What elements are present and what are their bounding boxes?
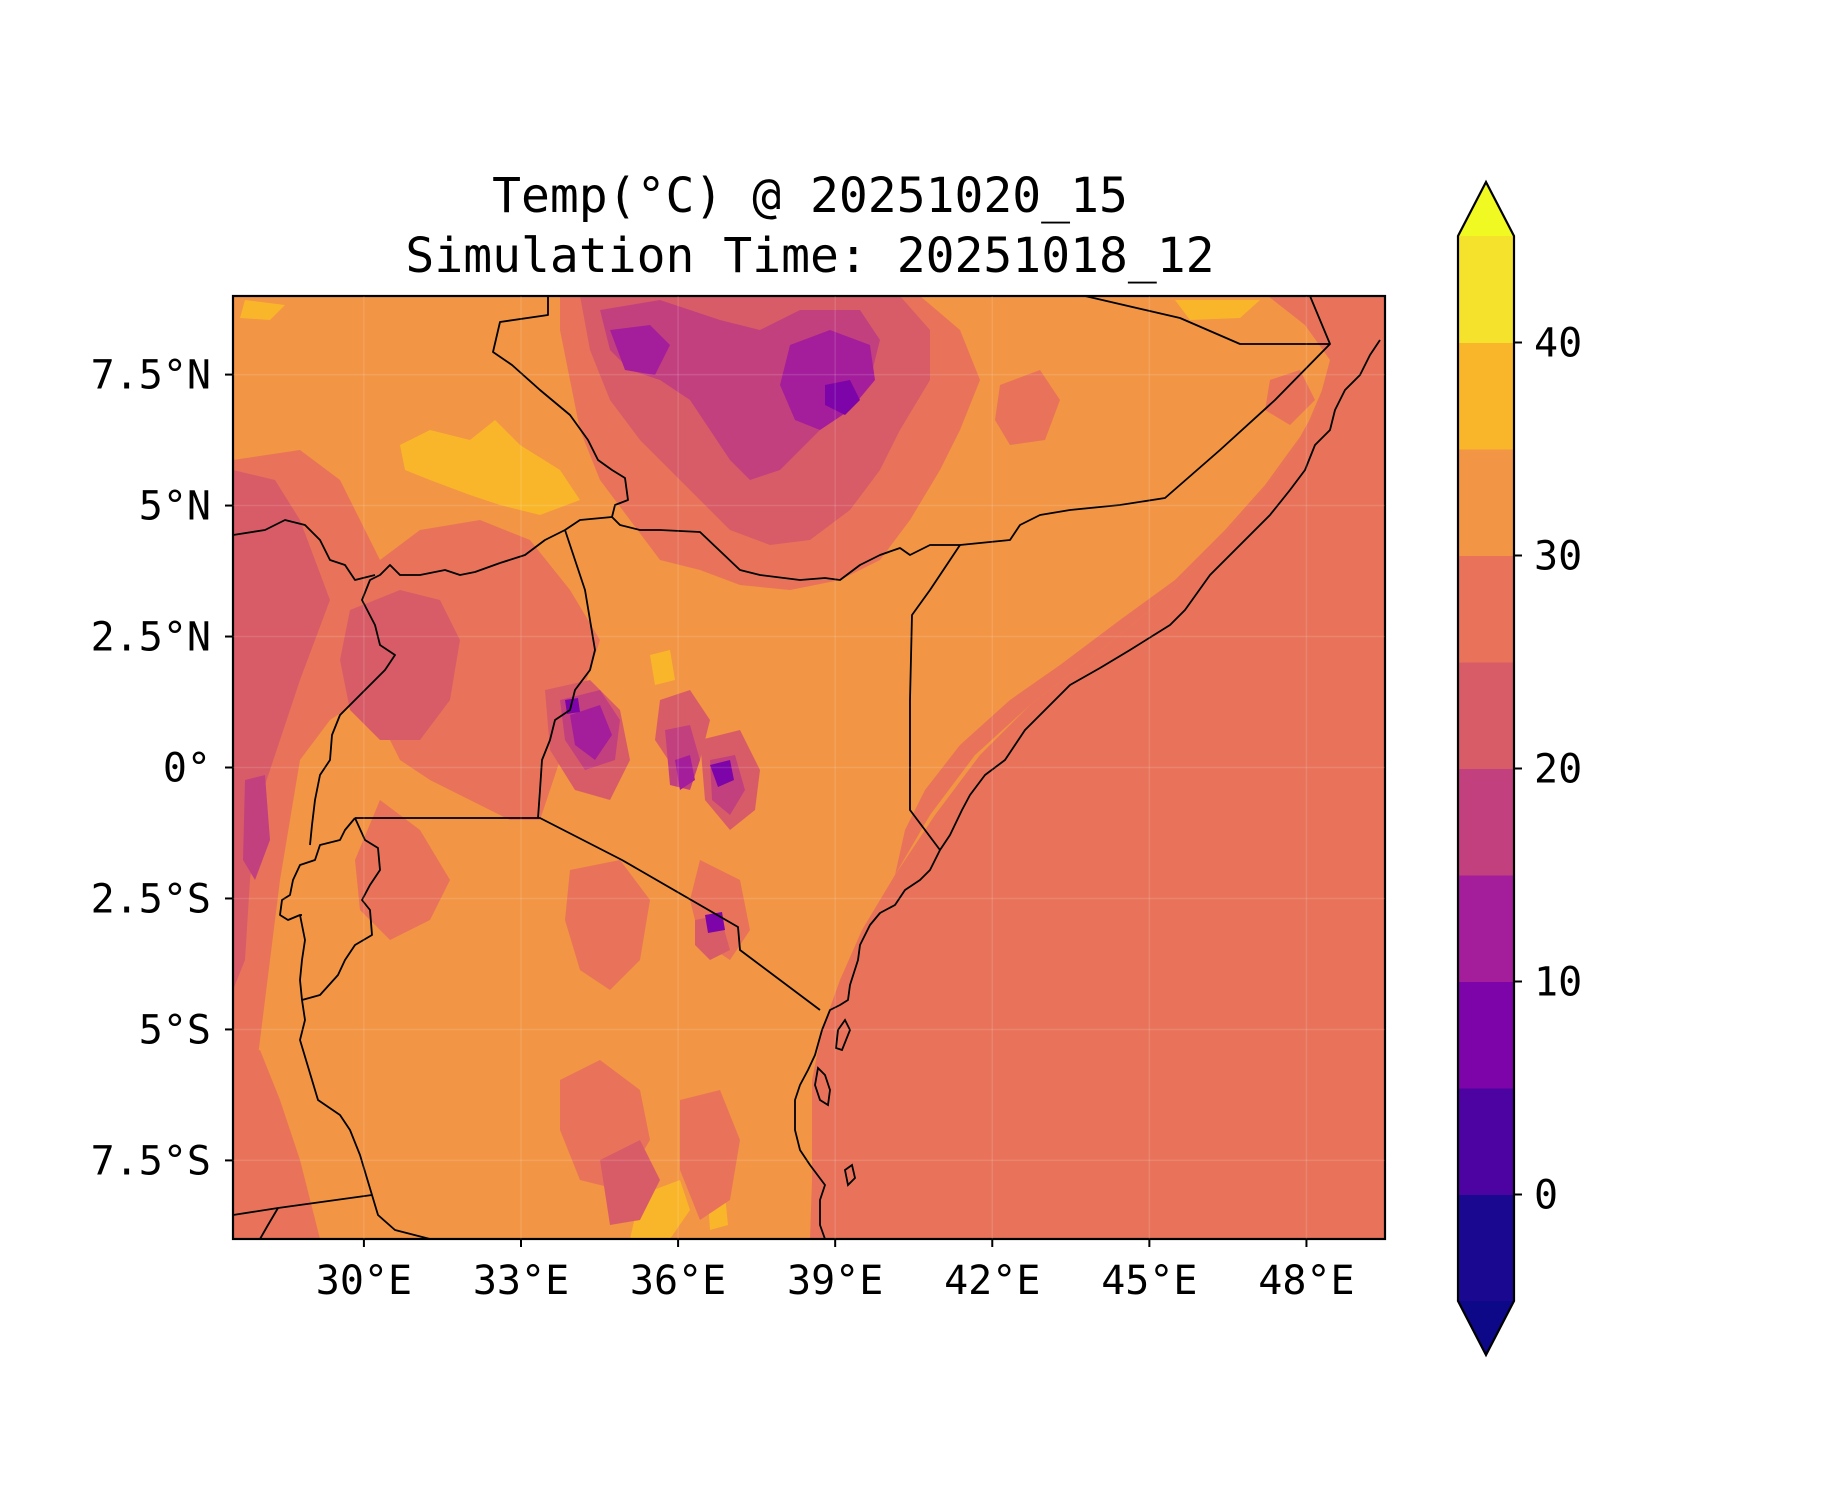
country-borders <box>233 296 1331 1239</box>
island-zanzibar <box>814 1066 831 1107</box>
x-tick-label: 36°E <box>630 1258 726 1304</box>
colorbar-over-triangle <box>1458 182 1514 236</box>
island-mafia <box>844 1163 856 1187</box>
colorbar-segment <box>1458 1088 1514 1195</box>
island-pemba <box>835 1018 851 1052</box>
x-tick-label: 33°E <box>473 1258 569 1304</box>
x-tick-label: 42°E <box>944 1258 1040 1304</box>
colorbar <box>1456 179 1516 1358</box>
colorbar-tick-label: 30 <box>1534 534 1582 580</box>
colorbar-tick-label: 40 <box>1534 321 1582 367</box>
colorbar-segment <box>1458 981 1514 1089</box>
colorbar-segment <box>1458 662 1514 769</box>
x-tick-label: 39°E <box>787 1258 883 1304</box>
colorbar-tick-label: 10 <box>1534 960 1582 1006</box>
colorbar-segment <box>1458 875 1514 982</box>
colorbar-tick-label: 0 <box>1534 1173 1558 1219</box>
x-tick-label: 45°E <box>1101 1258 1197 1304</box>
colorbar-tick-label: 20 <box>1534 747 1582 793</box>
plot-title-line-2: Simulation Time: 20251018_12 <box>405 228 1215 284</box>
y-tick-label: 5°N <box>139 484 211 530</box>
colorbar-segment <box>1458 236 1514 343</box>
colorbar-segment <box>1458 768 1514 876</box>
colorbar-segment <box>1458 555 1514 663</box>
y-tick-label: 5°S <box>139 1007 211 1053</box>
hot-areas <box>240 300 1260 1239</box>
x-tick-label: 30°E <box>316 1258 412 1304</box>
temperature-map <box>233 296 1385 1239</box>
y-tick-label: 7.5°S <box>91 1138 211 1184</box>
y-tick-label: 0° <box>163 746 211 792</box>
colorbar-segment <box>1458 1194 1514 1302</box>
x-tick-label: 48°E <box>1258 1258 1354 1304</box>
colorbar-outline <box>1456 179 1516 1358</box>
y-axis-ticks: 7.5°N 5°N 2.5°N 0° 2.5°S 5°S 7.5°S <box>91 353 1385 1184</box>
x-axis-ticks: 30°E 33°E 36°E 39°E 42°E 45°E 48°E <box>316 296 1355 1304</box>
y-tick-label: 2.5°S <box>91 876 211 922</box>
colorbar-under-triangle <box>1458 1301 1514 1355</box>
colorbar-segment <box>1458 342 1514 450</box>
plot-title-line-1: Temp(°C) @ 20251020_15 <box>492 168 1128 224</box>
colorbar-segment <box>1458 449 1514 556</box>
colorbar-ticks: 0 10 20 30 40 <box>1514 321 1582 1219</box>
coastline <box>794 339 1381 1239</box>
y-tick-label: 2.5°N <box>91 615 211 661</box>
y-tick-label: 7.5°N <box>91 353 211 399</box>
